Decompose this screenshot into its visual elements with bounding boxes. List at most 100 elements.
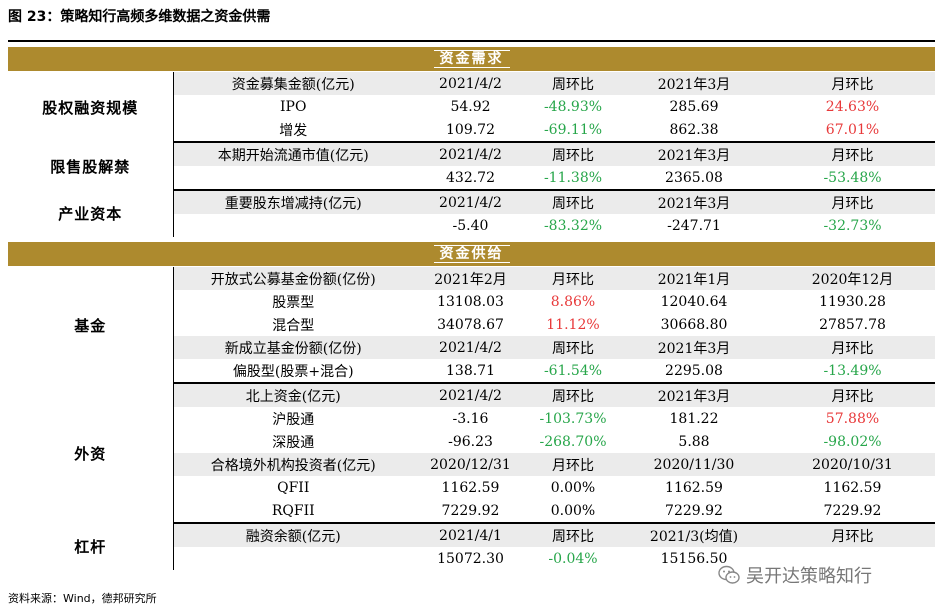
cell-c3: 周环比 <box>528 72 618 95</box>
cell-c5: -98.02% <box>823 433 882 450</box>
cell-c1: 合格境外机构投资者(亿元) <box>173 453 413 476</box>
header-row: 股权融资规模 资金募集金额(亿元) 2021/4/2 周环比 2021年3月 月环比 <box>8 72 935 142</box>
cell-c4: 2295.08 <box>618 359 770 384</box>
table-row: 沪股通 -3.16 -103.73% 181.22 57.88% <box>8 407 935 430</box>
cell-c3: -0.04% <box>548 550 598 567</box>
section-band-supply: 资金供给 <box>8 242 935 266</box>
cell-c2: 13108.03 <box>437 293 504 310</box>
cell-c2: -96.23 <box>448 433 493 450</box>
table-row: 15072.30 -0.04% 15156.50 <box>8 547 935 570</box>
table-row: IPO 54.92 -48.93% 285.69 24.63% <box>8 95 935 118</box>
cell-c2: -5.40 <box>452 217 489 234</box>
table-row: 深股通 -96.23 -268.70% 5.88 -98.02% <box>8 430 935 453</box>
header-row: 外资 北上资金(亿元) 2021/4/2 周环比 2021年3月 月环比 <box>8 383 935 523</box>
cell-c2: 2020/12/31 <box>413 453 528 476</box>
cell-c2: 54.92 <box>450 98 491 115</box>
cell-c1: RQFII <box>173 499 413 524</box>
table-row: RQFII 7229.92 0.00% 7229.92 7229.92 <box>8 499 935 524</box>
cell-c4: 30668.80 <box>660 316 728 333</box>
cell-c3: 周环比 <box>528 190 618 214</box>
cell-c2: 2021/4/2 <box>413 142 528 166</box>
cell-c3: 周环比 <box>528 523 618 547</box>
category-fund: 基金 <box>8 267 174 383</box>
cell-c1: 北上资金(亿元) <box>173 383 413 407</box>
cell-c3: -268.70% <box>539 433 607 450</box>
cell-c5: 月环比 <box>770 383 935 407</box>
cell-c5: 2020/10/31 <box>770 453 935 476</box>
cell-c5: 月环比 <box>770 523 935 547</box>
cell-c4: 2020/11/30 <box>618 453 770 476</box>
category-equity: 股权融资规模 <box>8 72 174 142</box>
cell-c4: 181.22 <box>669 410 719 427</box>
cell-c1: 重要股东增减持(亿元) <box>173 190 413 214</box>
cell-c5: 2020年12月 <box>770 267 935 290</box>
cell-c3: 月环比 <box>528 453 618 476</box>
cell-c2: 2021/4/2 <box>413 336 528 359</box>
cell-c1: 本期开始流通市值(亿元) <box>173 142 413 166</box>
cell-c3: 月环比 <box>528 267 618 290</box>
watermark-text: 吴开达策略知行 <box>746 566 872 587</box>
cell-c2: 2021年2月 <box>413 267 528 290</box>
cell-c3: 周环比 <box>528 142 618 166</box>
cell-c2: 34078.67 <box>437 316 504 333</box>
table-row: 股票型 13108.03 8.86% 12040.64 11930.28 <box>8 290 935 313</box>
cell-c5: -53.48% <box>770 166 935 191</box>
watermark: 吴开达策略知行 <box>718 562 872 588</box>
table-row: 混合型 34078.67 11.12% 30668.80 27857.78 <box>8 313 935 336</box>
cell-c2: -3.16 <box>452 410 489 427</box>
cell-c1: 增发 <box>173 118 413 143</box>
cell-c4: 1162.59 <box>665 479 723 496</box>
header-row: 合格境外机构投资者(亿元) 2020/12/31 月环比 2020/11/30 2020… <box>8 453 935 476</box>
cell-c5: 月环比 <box>770 336 935 359</box>
cell-c3: 8.86% <box>550 293 596 310</box>
cell-c4: 862.38 <box>618 118 770 143</box>
table-row: 432.72 -11.38% 2365.08 -53.48% <box>8 166 935 191</box>
cell-c3: 周环比 <box>528 383 618 407</box>
cell-c4: 2365.08 <box>618 166 770 191</box>
figure-title: 图 23：策略知行高频多维数据之资金供需 <box>8 9 271 25</box>
cell-c3: -83.32% <box>543 217 603 234</box>
cell-c1: QFII <box>277 479 310 496</box>
cell-c3: -69.11% <box>528 118 618 143</box>
supply-table: 基金 开放式公募基金份额(亿份) 2021年2月 月环比 2021年1月 2020年12月… <box>8 267 935 570</box>
cell-c5: 月环比 <box>770 72 935 95</box>
cell-c1: 开放式公募基金份额(亿份) <box>173 267 413 290</box>
cell-c1: 股票型 <box>272 294 315 311</box>
category-unlock: 限售股解禁 <box>8 142 174 190</box>
cell-c2: 1162.59 <box>441 479 500 496</box>
cell-c1 <box>173 547 413 570</box>
source-note: 资料来源：Wind，德邦研究所 <box>8 592 157 605</box>
cell-c4: 12040.64 <box>660 293 728 310</box>
cell-c1: 新成立基金份额(亿份) <box>173 336 413 359</box>
cell-c1 <box>173 166 413 191</box>
header-row: 基金 开放式公募基金份额(亿份) 2021年2月 月环比 2021年1月 2020年12月 <box>8 267 935 383</box>
cell-c4: 2021/3(均值) <box>618 523 770 547</box>
cell-c3: 0.00% <box>528 499 618 524</box>
cell-c4: 15156.50 <box>660 550 728 567</box>
cell-c2: 2021/4/2 <box>413 383 528 407</box>
cell-c5: 27857.78 <box>819 316 886 333</box>
cell-c2: 2021/4/2 <box>413 72 528 95</box>
wechat-icon <box>718 565 740 584</box>
cell-c1 <box>173 214 413 237</box>
cell-c5: 7229.92 <box>770 499 935 524</box>
cell-c4: 2021年3月 <box>618 142 770 166</box>
cell-c5: 月环比 <box>770 190 935 214</box>
cell-c1: 资金募集金额(亿元) <box>173 72 413 95</box>
cell-c2: 7229.92 <box>413 499 528 524</box>
cell-c1: 混合型 <box>272 317 315 334</box>
cell-c3: -61.54% <box>528 359 618 384</box>
table-row: -5.40 -83.32% -247.71 -32.73% <box>8 214 935 237</box>
cell-c4: 2021年3月 <box>618 190 770 214</box>
table-row: 偏股型(股票+混合) 138.71 -61.54% 2295.08 -13.49% <box>8 359 935 384</box>
cell-c2: 2021/4/2 <box>413 190 528 214</box>
cell-c5: 月环比 <box>770 142 935 166</box>
cell-c4: -247.71 <box>667 217 721 234</box>
cell-c4: 2021年3月 <box>618 72 770 95</box>
header-row: 新成立基金份额(亿份) 2021/4/2 周环比 2021年3月 月环比 <box>8 336 935 359</box>
cell-c3: 周环比 <box>528 336 618 359</box>
category-foreign: 外资 <box>8 383 174 523</box>
category-leverage: 杠杆 <box>8 523 174 570</box>
cell-c3: -48.93% <box>543 98 603 115</box>
cell-c4: 5.88 <box>678 433 710 450</box>
